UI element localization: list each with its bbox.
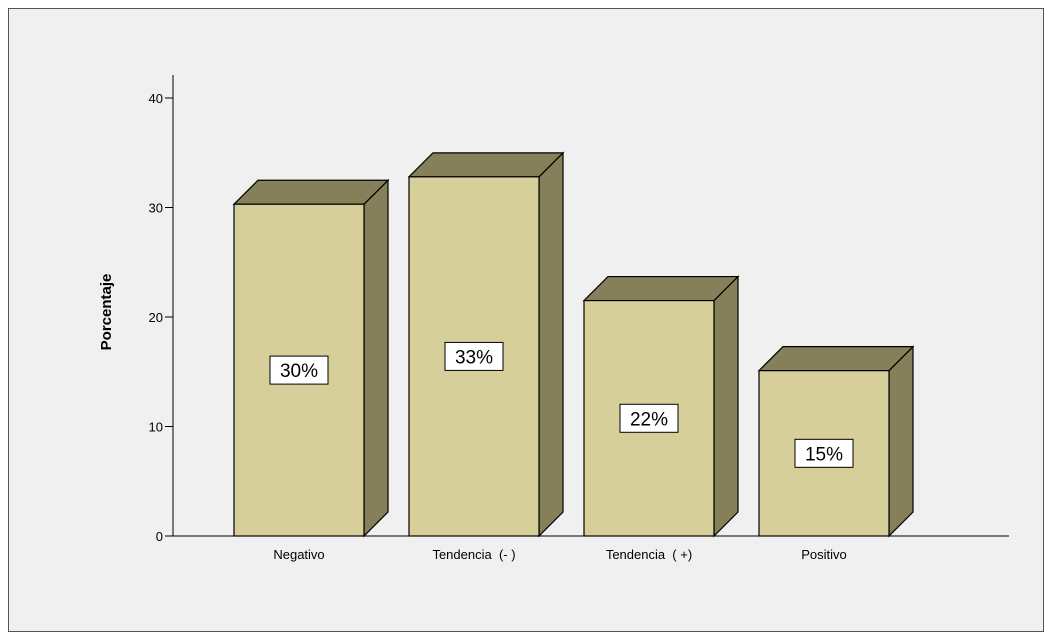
y-tick-label: 10 (149, 420, 163, 435)
data-label: 22% (619, 403, 679, 433)
y-tick-label: 30 (149, 201, 163, 216)
bar-side (363, 178, 389, 538)
data-label-text: 15% (805, 444, 843, 465)
bar (232, 178, 390, 538)
data-label-text: 22% (630, 409, 668, 430)
bar-top (232, 179, 390, 205)
data-label: 15% (794, 438, 854, 468)
data-label-box (619, 403, 679, 433)
data-label-box (794, 438, 854, 468)
x-tick-label: Negativo (273, 547, 324, 562)
data-label-text: 30% (280, 361, 318, 382)
bar-top (582, 275, 740, 302)
bar-side (888, 345, 914, 538)
y-tick-label: 20 (149, 310, 163, 325)
bars (232, 151, 915, 538)
chart-frame: 0 10 20 30 40 Negativo Tendencia (- ) Tendencia… (8, 8, 1044, 632)
data-labels: 30% 33% 22% 15% (269, 341, 854, 468)
bar-top (757, 346, 915, 372)
y-tick-label: 40 (149, 91, 163, 106)
bar-side (538, 151, 564, 538)
data-label: 30% (269, 355, 329, 385)
data-label-text: 33% (455, 347, 493, 368)
bar-top (407, 152, 565, 178)
x-tick-label: Positivo (801, 547, 847, 562)
x-tick-label: Tendencia (- ) (432, 547, 515, 562)
y-axis-label: Porcentaje (98, 274, 115, 351)
x-tick-label: Tendencia ( +) (606, 547, 692, 562)
bar-side (713, 275, 739, 538)
data-label-box (444, 341, 504, 371)
bar-chart: 0 10 20 30 40 Negativo Tendencia (- ) Tendencia… (98, 75, 1009, 562)
y-tick-label: 0 (156, 529, 163, 544)
data-label: 33% (444, 341, 504, 371)
data-label-box (269, 355, 329, 385)
